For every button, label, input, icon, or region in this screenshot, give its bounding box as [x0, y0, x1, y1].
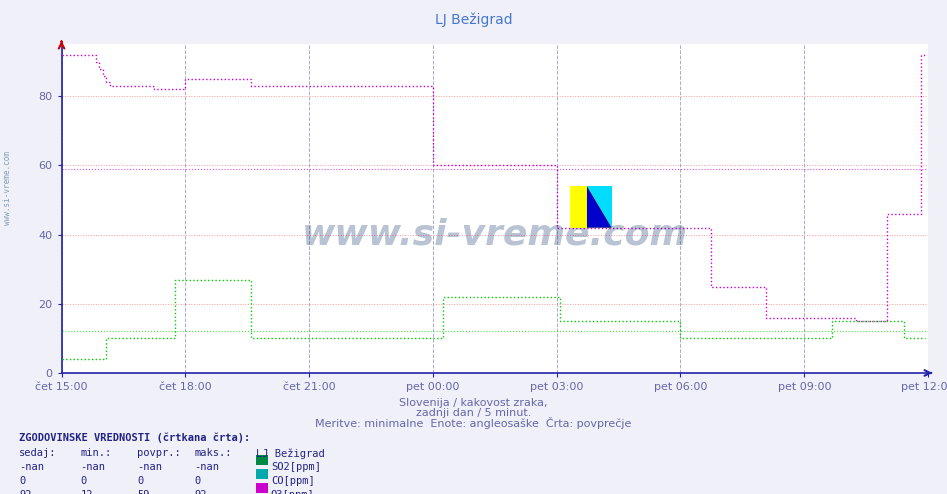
- Text: min.:: min.:: [80, 448, 112, 458]
- Text: ZGODOVINSKE VREDNOSTI (črtkana črta):: ZGODOVINSKE VREDNOSTI (črtkana črta):: [19, 432, 250, 443]
- Text: Slovenija / kakovost zraka,: Slovenija / kakovost zraka,: [400, 398, 547, 408]
- Text: 0: 0: [137, 476, 144, 486]
- Polygon shape: [587, 186, 612, 228]
- Text: 92: 92: [19, 490, 31, 494]
- Text: Meritve: minimalne  Enote: angleosaške  Črta: povprečje: Meritve: minimalne Enote: angleosaške Čr…: [315, 417, 632, 429]
- Text: -nan: -nan: [137, 462, 162, 472]
- Text: maks.:: maks.:: [194, 448, 232, 458]
- Text: LJ Bežigrad: LJ Bežigrad: [435, 12, 512, 27]
- Text: CO[ppm]: CO[ppm]: [271, 476, 314, 486]
- Text: www.si-vreme.com: www.si-vreme.com: [3, 151, 12, 225]
- Text: www.si-vreme.com: www.si-vreme.com: [302, 218, 688, 252]
- Text: 0: 0: [19, 476, 26, 486]
- Text: zadnji dan / 5 minut.: zadnji dan / 5 minut.: [416, 408, 531, 417]
- Text: 0: 0: [194, 476, 201, 486]
- Text: LJ Bežigrad: LJ Bežigrad: [256, 448, 325, 458]
- Polygon shape: [587, 186, 612, 228]
- Text: 59: 59: [137, 490, 150, 494]
- Text: 92: 92: [194, 490, 206, 494]
- Text: SO2[ppm]: SO2[ppm]: [271, 462, 321, 472]
- Bar: [570, 186, 612, 228]
- Text: -nan: -nan: [19, 462, 44, 472]
- Text: -nan: -nan: [194, 462, 219, 472]
- Text: O3[ppm]: O3[ppm]: [271, 490, 314, 494]
- Text: povpr.:: povpr.:: [137, 448, 181, 458]
- Text: 12: 12: [80, 490, 93, 494]
- Text: sedaj:: sedaj:: [19, 448, 57, 458]
- Text: 0: 0: [80, 476, 87, 486]
- Text: -nan: -nan: [80, 462, 105, 472]
